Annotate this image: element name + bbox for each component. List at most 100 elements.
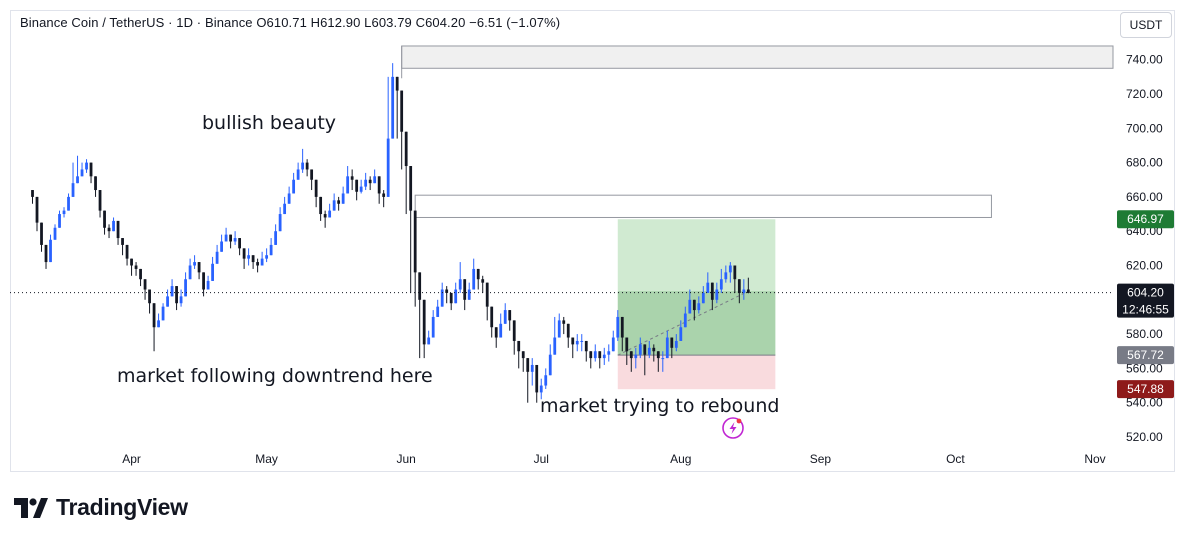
candle-body [476, 268, 480, 280]
candle-body [161, 306, 165, 321]
candle-body [85, 162, 88, 170]
candle [593, 344, 597, 362]
candle-body [62, 210, 66, 215]
candle-body [166, 296, 169, 307]
candle-body [152, 303, 156, 328]
candle [521, 351, 525, 372]
target-price-tag: 646.97 [1117, 210, 1174, 229]
candle-body [310, 169, 314, 180]
tradingview-logo[interactable]: TradingView [14, 494, 188, 521]
annotation-text: market trying to rebound [540, 395, 779, 417]
candle [485, 282, 489, 321]
candle-body [517, 340, 521, 352]
candle-body [112, 220, 115, 232]
candle-body [593, 351, 597, 359]
candle [364, 172, 368, 191]
candle [386, 76, 390, 197]
candle-body [458, 279, 462, 290]
candle [301, 148, 305, 173]
candle-body [103, 210, 106, 228]
lightning-icon[interactable] [722, 417, 744, 439]
candle-body [670, 337, 674, 348]
candle-body [733, 265, 737, 280]
candle-body [80, 169, 84, 177]
candle [557, 313, 561, 338]
candle [260, 251, 264, 266]
candle [458, 262, 462, 293]
candle [728, 262, 732, 283]
candle-body [467, 289, 471, 300]
candle [548, 344, 552, 376]
candle [193, 255, 196, 269]
candle [233, 231, 237, 245]
candle-body [629, 351, 633, 359]
candle-body [607, 351, 611, 355]
candle [197, 262, 201, 280]
brand-name: TradingView [56, 494, 188, 520]
y-tick-label: 700.00 [1126, 121, 1163, 135]
x-tick-label: Aug [670, 452, 691, 466]
x-tick-label: May [255, 452, 278, 466]
candle [62, 207, 66, 218]
candle-body [661, 358, 665, 360]
candle-body [539, 385, 543, 393]
candle-body [544, 375, 548, 386]
candle-body [359, 186, 363, 192]
candle-body [148, 289, 151, 304]
candle-body [598, 351, 602, 359]
entry-price-tag-bg [1117, 346, 1174, 365]
candle-body [305, 162, 309, 170]
candle [611, 330, 615, 352]
candle [224, 227, 228, 242]
annotation-text: bullish beauty [202, 112, 336, 134]
candle-body [445, 289, 449, 293]
candle-body [485, 282, 489, 307]
stop-price-tag-bg [1117, 380, 1174, 399]
zones-layer [401, 45, 1114, 218]
candle-body [652, 347, 656, 352]
candle [571, 337, 575, 359]
candle [661, 351, 665, 372]
y-tick-label: 720.00 [1126, 87, 1163, 101]
candle-body [697, 303, 701, 311]
resistance-zone-2 [414, 194, 992, 218]
y-tick-label: 680.00 [1126, 156, 1163, 170]
candle-body [521, 351, 525, 359]
candle-body [107, 227, 111, 232]
candle-body [706, 282, 710, 293]
chart-panel[interactable] [10, 10, 1175, 472]
y-tick-label: 580.00 [1126, 327, 1163, 341]
currency-selector[interactable]: USDT [1120, 12, 1172, 38]
candle-body [481, 279, 485, 283]
stop-zone [617, 355, 776, 390]
candle [121, 238, 124, 256]
candle-body [616, 316, 620, 338]
candle-body [265, 255, 269, 259]
y-tick-label: 560.00 [1126, 361, 1163, 375]
candle [85, 159, 88, 173]
candle [107, 224, 111, 239]
candle-body [332, 200, 336, 211]
candle [215, 244, 219, 264]
candle [80, 162, 84, 177]
candle-body [121, 238, 124, 245]
x-tick-label: Jul [534, 452, 549, 466]
candle-body [422, 299, 426, 345]
candle [373, 169, 377, 184]
candle [710, 282, 714, 311]
candle-body [260, 258, 264, 266]
candle-body [292, 179, 296, 194]
candle [269, 238, 273, 256]
candle-body [562, 320, 566, 324]
candle-body [683, 313, 687, 328]
y-tick-label: 740.00 [1126, 53, 1163, 67]
candle-body [49, 239, 52, 263]
candle-body [535, 364, 539, 393]
candle [188, 258, 192, 280]
candle [103, 210, 106, 235]
candle [283, 196, 287, 215]
candle [161, 303, 165, 321]
candle-body [386, 138, 390, 197]
candle-body [436, 306, 440, 317]
